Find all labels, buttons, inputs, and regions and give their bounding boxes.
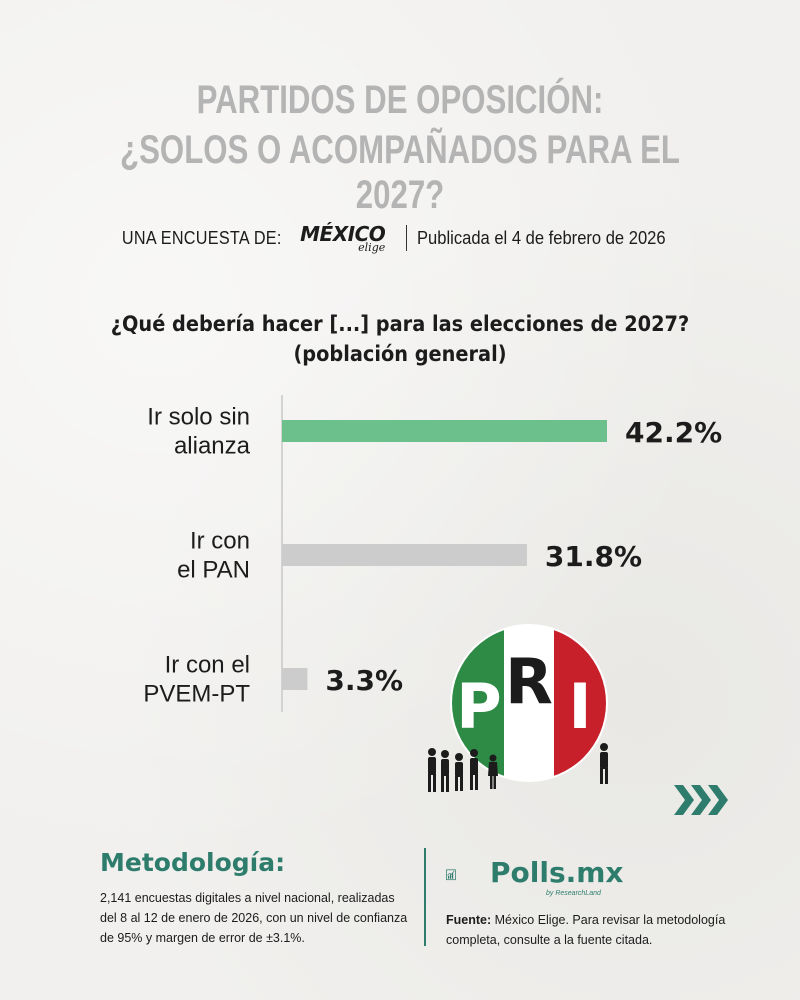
bar-value-label-0: 42.2% [625,416,722,449]
mexico-elige-word: MÉXICO [300,222,386,246]
publication-date: Publicada el 4 de febrero de 2026 [417,227,666,248]
byline: UNA ENCUESTA DE: MÉXICO elige Publicada … [0,222,800,254]
page-title-line2: ¿SOLOS O ACOMPAÑADOS PARA EL 2027? [120,128,680,217]
pri-white-band [504,626,554,780]
methodology-title: Metodología: [100,848,286,877]
mexico-elige-sub: elige [358,241,386,254]
bar-2 [282,668,308,690]
page-title-line1: PARTIDOS DE OPOSICIÓN: [196,78,604,122]
next-arrows-icon[interactable] [674,782,730,818]
footer-separator [424,848,426,946]
bar-value-label-1: 31.8% [545,540,642,573]
bar-value-label-2: 3.3% [325,664,403,697]
category-label-2-0: Ir con el [165,652,250,679]
polls-brand-sub: by ResearchLand [546,890,601,897]
chart-subtitle: (población general) [293,342,507,366]
category-label-0-1: alianza [174,433,251,460]
category-label-1-1: el PAN [177,557,250,584]
category-label-0-0: Ir solo sin [147,404,250,431]
mexico-elige-logo: MÉXICO elige [300,222,400,254]
source-label: Fuente: [446,913,492,927]
polls-brand: Polls.mx [490,856,624,889]
source-text: México Elige. Para revisar la metodologí… [446,913,726,947]
category-label-2-1: PVEM-PT [143,681,250,708]
chart-title: ¿Qué debería hacer [...] para las elecci… [110,312,690,336]
bar-1 [282,544,527,566]
pri-letter-p: P [456,670,501,743]
polls-chart-icon [446,869,456,881]
pri-letter-i: I [568,670,591,743]
people-silhouettes-icon [428,743,608,792]
byline-separator [406,225,408,251]
methodology-text: 2,141 encuestas digitales a nivel nacion… [100,891,408,945]
category-label-1-0: Ir con [190,528,250,555]
bar-0 [282,420,607,442]
pri-letter-r: R [505,645,553,718]
source-note: Fuente: México Elige. Para revisar la me… [446,910,746,950]
byline-prefix: UNA ENCUESTA DE: [121,227,282,248]
